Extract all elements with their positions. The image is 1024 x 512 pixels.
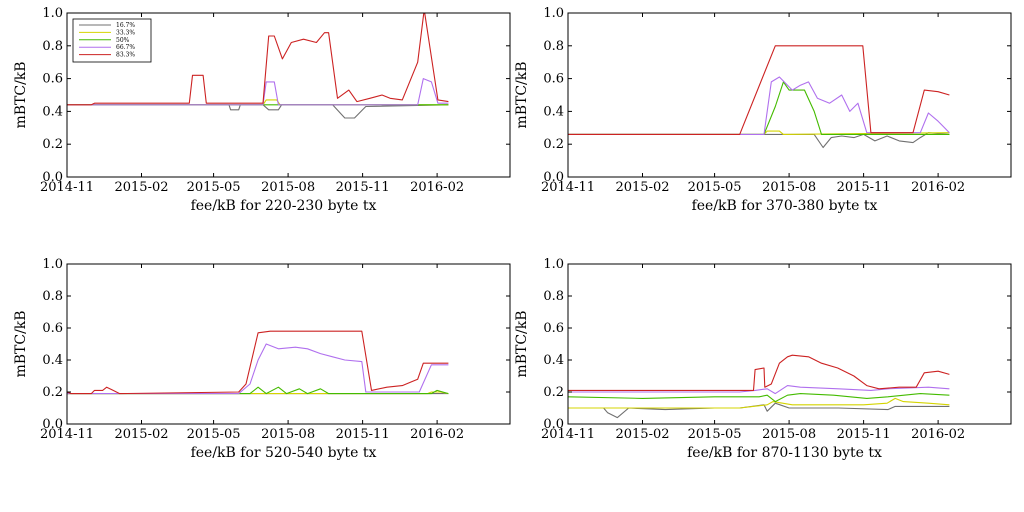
legend-label: 16.7% <box>116 22 135 29</box>
y-tick-label: 1.0 <box>42 6 63 21</box>
chart-panel-1: 0.0 0.2 0.4 0.6 0.8 1.0 2014-11 2015-02 2015-05 2… <box>13 6 511 214</box>
y-tick-label: 0.4 <box>543 104 564 119</box>
x-axis-label: fee/kB for 220-230 byte tx <box>191 198 377 214</box>
chart-panel-4: 0.0 0.2 0.4 0.6 0.8 1.0 2014-11 2015-02 2015-05 2… <box>514 257 1012 461</box>
y-tick-label: 0.6 <box>543 72 564 87</box>
y-tick-label: 0.4 <box>543 353 564 368</box>
y-tick-label: 0.2 <box>543 137 564 152</box>
x-tick-label: 2015-11 <box>837 427 891 442</box>
plot-frame <box>567 263 1012 425</box>
series-line-667 <box>568 76 950 135</box>
series-line-50 <box>568 393 950 403</box>
y-tick-label: 0.2 <box>42 137 63 152</box>
x-tick-label: 2015-08 <box>762 180 816 195</box>
y-tick-label: 0.8 <box>543 39 564 54</box>
legend-label: 83.3% <box>116 52 135 59</box>
x-tick-label: 2015-02 <box>615 427 669 442</box>
legend: 16.7%33.3%50%66.7%83.3% <box>72 18 152 63</box>
y-axis-label: mBTC/kB <box>514 61 530 128</box>
series-line-333 <box>568 397 950 409</box>
x-tick-label: 2015-05 <box>688 180 742 195</box>
y-tick-label: 0.6 <box>42 321 63 336</box>
series-group <box>67 13 449 119</box>
series-line-667 <box>67 78 449 106</box>
series-line-50 <box>67 386 449 395</box>
y-axis-label: mBTC/kB <box>13 61 29 128</box>
series-group <box>568 45 950 149</box>
y-axis-label: mBTC/kB <box>13 310 29 377</box>
y-tick-label: 0.2 <box>543 385 564 400</box>
x-tick-label: 2014-11 <box>541 180 595 195</box>
x-tick-label: 2014-11 <box>40 180 94 195</box>
y-tick-label: 0.6 <box>42 72 63 87</box>
x-tick-label: 2015-02 <box>114 427 168 442</box>
x-tick-label: 2015-08 <box>261 427 315 442</box>
y-tick-label: 0.8 <box>42 39 63 54</box>
x-tick-label: 2015-05 <box>187 180 241 195</box>
y-tick-label: 0.4 <box>42 104 63 119</box>
series-line-167 <box>568 132 950 149</box>
x-axis-label: fee/kB for 870-1130 byte tx <box>687 445 882 461</box>
y-tick-label: 0.6 <box>543 321 564 336</box>
x-tick-label: 2016-02 <box>410 427 464 442</box>
x-tick-label: 2016-02 <box>911 180 965 195</box>
plot-frame <box>567 12 1012 178</box>
y-tick-label: 0.0 <box>543 170 564 185</box>
x-tick-label: 2015-02 <box>615 180 669 195</box>
x-tick-label: 2015-05 <box>688 427 742 442</box>
series-line-833 <box>568 354 950 391</box>
x-tick-label: 2014-11 <box>541 427 595 442</box>
series-line-833 <box>67 330 449 395</box>
y-tick-label: 0.0 <box>42 417 63 432</box>
x-tick-label: 2015-05 <box>187 427 241 442</box>
legend-label: 33.3% <box>116 29 135 36</box>
x-tick-label: 2015-11 <box>837 180 891 195</box>
legend-label: 50% <box>116 37 130 44</box>
series-group <box>568 354 950 419</box>
x-tick-label: 2014-11 <box>40 427 94 442</box>
x-axis-label: fee/kB for 520-540 byte tx <box>191 445 377 461</box>
x-tick-label: 2016-02 <box>911 427 965 442</box>
x-tick-label: 2016-02 <box>410 180 464 195</box>
y-tick-label: 0.8 <box>42 289 63 304</box>
series-line-833 <box>568 45 950 135</box>
y-tick-label: 0.8 <box>543 289 564 304</box>
x-tick-label: 2015-08 <box>762 427 816 442</box>
y-tick-label: 1.0 <box>543 257 564 272</box>
x-tick-label: 2015-11 <box>336 427 390 442</box>
series-line-667 <box>67 343 449 395</box>
series-line-167 <box>67 104 449 119</box>
series-group <box>67 330 449 395</box>
series-line-333 <box>67 99 449 106</box>
legend-label: 66.7% <box>116 44 135 51</box>
x-tick-label: 2015-11 <box>336 180 390 195</box>
series-line-833 <box>67 13 449 106</box>
series-line-50 <box>568 81 950 135</box>
plot-frame <box>66 263 511 425</box>
y-tick-label: 0.4 <box>42 353 63 368</box>
x-tick-label: 2015-08 <box>261 180 315 195</box>
y-tick-label: 1.0 <box>42 257 63 272</box>
y-tick-label: 0.0 <box>42 170 63 185</box>
x-axis-label: fee/kB for 370-380 byte tx <box>692 198 878 214</box>
series-line-667 <box>568 385 950 395</box>
y-tick-label: 0.0 <box>543 417 564 432</box>
y-tick-label: 0.2 <box>42 385 63 400</box>
y-axis-label: mBTC/kB <box>514 310 530 377</box>
y-tick-label: 1.0 <box>543 6 564 21</box>
chart-panel-2: 0.0 0.2 0.4 0.6 0.8 1.0 2014-11 2015-02 2015-05 2… <box>514 6 1012 214</box>
x-tick-label: 2015-02 <box>114 180 168 195</box>
chart-panel-3: 0.0 0.2 0.4 0.6 0.8 1.0 2014-11 2015-02 2015-05 2… <box>13 257 511 461</box>
